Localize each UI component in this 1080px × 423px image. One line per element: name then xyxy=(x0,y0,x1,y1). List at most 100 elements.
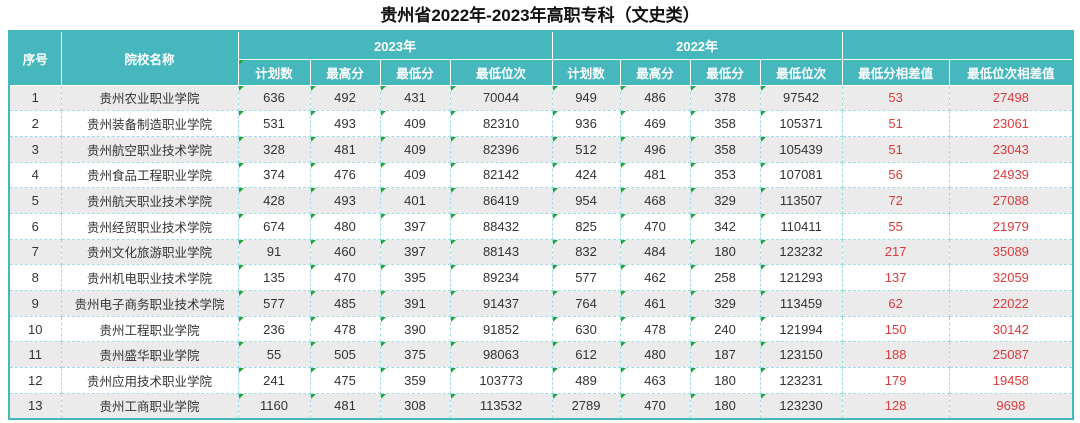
cell-value: 105371 xyxy=(759,110,843,137)
cell-diff: 35089 xyxy=(948,238,1074,266)
cell-diff: 22022 xyxy=(948,290,1074,317)
cell-value: 258 xyxy=(689,264,761,291)
cell-school: 贵州工程职业学院 xyxy=(60,315,239,343)
cell-value: 470 xyxy=(619,392,691,420)
cell-value: 113532 xyxy=(449,392,553,420)
cell-seq: 8 xyxy=(8,264,62,291)
cell-value: 954 xyxy=(551,187,621,214)
cell-value: 470 xyxy=(309,264,381,291)
cell-value: 484 xyxy=(619,238,691,266)
cell-school: 贵州航空职业技术学院 xyxy=(60,135,239,163)
cell-diff: 62 xyxy=(841,290,950,317)
cell-seq: 1 xyxy=(8,84,62,112)
cell-school: 贵州文化旅游职业学院 xyxy=(60,238,239,266)
cell-diff: 128 xyxy=(841,392,950,420)
col-header-max-2023: 最高分 xyxy=(309,58,381,86)
cell-diff: 72 xyxy=(841,187,950,214)
cell-value: 91852 xyxy=(449,315,553,343)
table-row: 10 贵州工程职业学院 236 478 390 91852 630 478 240 121994 1… xyxy=(8,315,1074,343)
cell-school: 贵州机电职业技术学院 xyxy=(60,264,239,291)
cell-value: 91 xyxy=(237,238,311,266)
col-header-diff-score: 最低分相差值 xyxy=(841,58,950,86)
cell-diff: 30142 xyxy=(948,315,1074,343)
cell-value: 478 xyxy=(619,315,691,343)
cell-diff: 188 xyxy=(841,341,950,369)
cell-value: 180 xyxy=(689,367,761,394)
cell-diff: 23043 xyxy=(948,135,1074,163)
cell-value: 97542 xyxy=(759,84,843,112)
cell-value: 70044 xyxy=(449,84,553,112)
cell-diff: 217 xyxy=(841,238,950,266)
cell-value: 480 xyxy=(619,341,691,369)
cell-seq: 6 xyxy=(8,212,62,240)
table-row: 8 贵州机电职业技术学院 135 470 395 89234 577 462 258 121293… xyxy=(8,264,1074,291)
cell-value: 764 xyxy=(551,290,621,317)
cell-value: 832 xyxy=(551,238,621,266)
admission-score-table: 序号 院校名称 2023年 2022年 计划数 最高分 最低分 最低位次 计划数… xyxy=(8,30,1075,420)
cell-diff: 150 xyxy=(841,315,950,343)
cell-school: 贵州盛华职业学院 xyxy=(60,341,239,369)
col-header-diff-rank: 最低位次相差值 xyxy=(948,58,1074,86)
header-row-1: 序号 院校名称 2023年 2022年 xyxy=(8,30,1074,86)
cell-value: 105439 xyxy=(759,135,843,163)
cell-diff: 51 xyxy=(841,110,950,137)
cell-value: 401 xyxy=(379,187,451,214)
cell-value: 409 xyxy=(379,161,451,189)
cell-value: 424 xyxy=(551,161,621,189)
cell-diff: 27498 xyxy=(948,84,1074,112)
cell-value: 481 xyxy=(309,392,381,420)
cell-value: 329 xyxy=(689,187,761,214)
cell-value: 496 xyxy=(619,135,691,163)
cell-diff: 51 xyxy=(841,135,950,163)
cell-value: 481 xyxy=(619,161,691,189)
cell-school: 贵州经贸职业技术学院 xyxy=(60,212,239,240)
cell-value: 359 xyxy=(379,367,451,394)
header-row-2: 计划数 最高分 最低分 最低位次 计划数 最高分 最低分 最低位次 最低分相差值… xyxy=(9,58,1074,86)
cell-diff: 137 xyxy=(841,264,950,291)
cell-diff: 27088 xyxy=(948,187,1074,214)
cell-value: 493 xyxy=(309,110,381,137)
cell-school: 贵州航天职业技术学院 xyxy=(60,187,239,214)
cell-value: 475 xyxy=(309,367,381,394)
cell-diff: 179 xyxy=(841,367,950,394)
cell-diff: 56 xyxy=(841,161,950,189)
cell-diff: 55 xyxy=(841,212,950,240)
table-header: 序号 院校名称 2023年 2022年 计划数 最高分 最低分 最低位次 计划数… xyxy=(8,30,1074,86)
cell-value: 397 xyxy=(379,212,451,240)
cell-value: 397 xyxy=(379,238,451,266)
cell-value: 2789 xyxy=(551,392,621,420)
cell-school: 贵州装备制造职业学院 xyxy=(60,110,239,137)
cell-value: 476 xyxy=(309,161,381,189)
col-header-year-2023: 2023年 xyxy=(237,30,553,60)
cell-seq: 9 xyxy=(8,290,62,317)
cell-value: 113507 xyxy=(759,187,843,214)
cell-value: 113459 xyxy=(759,290,843,317)
cell-diff: 9698 xyxy=(948,392,1074,420)
cell-value: 428 xyxy=(237,187,311,214)
col-header-plan-2023: 计划数 xyxy=(237,58,311,86)
col-header-rank-2023: 最低位次 xyxy=(449,58,553,86)
table-row: 9 贵州电子商务职业技术学院 577 485 391 91437 764 461 329 1134… xyxy=(8,290,1074,317)
cell-school: 贵州电子商务职业技术学院 xyxy=(60,290,239,317)
cell-seq: 4 xyxy=(8,161,62,189)
cell-diff: 23061 xyxy=(948,110,1074,137)
cell-value: 110411 xyxy=(759,212,843,240)
cell-value: 82310 xyxy=(449,110,553,137)
cell-seq: 2 xyxy=(8,110,62,137)
cell-value: 98063 xyxy=(449,341,553,369)
cell-diff: 25087 xyxy=(948,341,1074,369)
cell-school: 贵州应用技术职业学院 xyxy=(60,367,239,394)
cell-value: 492 xyxy=(309,84,381,112)
cell-value: 949 xyxy=(551,84,621,112)
cell-value: 353 xyxy=(689,161,761,189)
table-row: 7 贵州文化旅游职业学院 91 460 397 88143 832 484 180 123232 2… xyxy=(8,238,1074,266)
cell-value: 531 xyxy=(237,110,311,137)
cell-value: 512 xyxy=(551,135,621,163)
cell-value: 1160 xyxy=(237,392,311,420)
cell-seq: 3 xyxy=(8,135,62,163)
cell-value: 329 xyxy=(689,290,761,317)
cell-value: 107081 xyxy=(759,161,843,189)
col-header-seq: 序号 xyxy=(8,30,62,86)
cell-value: 391 xyxy=(379,290,451,317)
cell-value: 241 xyxy=(237,367,311,394)
